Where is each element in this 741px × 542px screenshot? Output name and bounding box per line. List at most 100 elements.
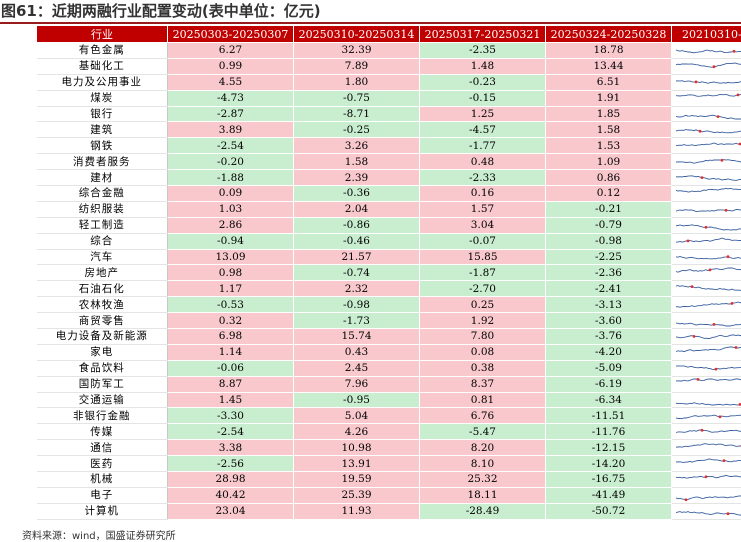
value-cell: 1.03 xyxy=(168,201,294,217)
trend-sparkline xyxy=(672,265,741,281)
value-cell: 11.93 xyxy=(294,503,420,519)
value-cell: 2.86 xyxy=(168,217,294,233)
value-cell: 0.38 xyxy=(420,360,546,376)
value-cell: -0.98 xyxy=(294,297,420,313)
trend-sparkline xyxy=(672,43,741,59)
value-cell: 19.59 xyxy=(294,472,420,488)
industry-name: 石油石化 xyxy=(37,281,168,297)
value-cell: 2.45 xyxy=(294,360,420,376)
value-cell: 13.44 xyxy=(546,58,672,74)
value-cell: 10.98 xyxy=(294,440,420,456)
value-cell: 1.25 xyxy=(420,106,546,122)
value-cell: 1.57 xyxy=(420,201,546,217)
industry-name: 商贸零售 xyxy=(37,313,168,329)
industry-name: 基础化工 xyxy=(37,58,168,74)
value-cell: -50.72 xyxy=(546,503,672,519)
trend-sparkline xyxy=(672,233,741,249)
value-cell: -0.79 xyxy=(546,217,672,233)
value-cell: -6.34 xyxy=(546,392,672,408)
value-cell: 1.91 xyxy=(546,90,672,106)
value-cell: 13.09 xyxy=(168,249,294,265)
industry-name: 综合 xyxy=(37,233,168,249)
industry-name: 煤炭 xyxy=(37,90,168,106)
industry-name: 纺织服装 xyxy=(37,201,168,217)
value-cell: -2.33 xyxy=(420,170,546,186)
value-cell: -11.76 xyxy=(546,424,672,440)
value-cell: -2.35 xyxy=(420,43,546,59)
value-cell: -1.77 xyxy=(420,138,546,154)
trend-sparkline xyxy=(672,90,741,106)
value-cell: -0.23 xyxy=(420,74,546,90)
value-cell: 1.92 xyxy=(420,313,546,329)
header-week-3: 20250317-20250321 xyxy=(420,26,546,43)
value-cell: 8.87 xyxy=(168,376,294,392)
trend-sparkline xyxy=(672,344,741,360)
value-cell: -2.87 xyxy=(168,106,294,122)
industry-name: 机械 xyxy=(37,472,168,488)
trend-sparkline xyxy=(672,74,741,90)
value-cell: -0.53 xyxy=(168,297,294,313)
value-cell: -4.73 xyxy=(168,90,294,106)
trend-sparkline xyxy=(672,281,741,297)
trend-sparkline xyxy=(672,440,741,456)
trend-sparkline xyxy=(672,201,741,217)
trend-sparkline xyxy=(672,408,741,424)
industry-name: 电子 xyxy=(37,487,168,503)
value-cell: -6.19 xyxy=(546,376,672,392)
value-cell: 7.89 xyxy=(294,58,420,74)
industry-name: 建筑 xyxy=(37,122,168,138)
value-cell: 6.98 xyxy=(168,329,294,345)
industry-name: 房地产 xyxy=(37,265,168,281)
value-cell: 1.58 xyxy=(294,154,420,170)
value-cell: 32.39 xyxy=(294,43,420,59)
value-cell: 0.32 xyxy=(168,313,294,329)
header-industry: 行业 xyxy=(37,26,168,43)
value-cell: 0.86 xyxy=(546,170,672,186)
value-cell: 3.89 xyxy=(168,122,294,138)
header-week-1: 20250303-20250307 xyxy=(168,26,294,43)
value-cell: -0.75 xyxy=(294,90,420,106)
industry-name: 非银行金融 xyxy=(37,408,168,424)
value-cell: 28.98 xyxy=(168,472,294,488)
value-cell: 40.42 xyxy=(168,487,294,503)
table-row: 综合-0.94-0.46-0.07-0.98 xyxy=(37,233,741,249)
value-cell: -3.60 xyxy=(546,313,672,329)
value-cell: -3.76 xyxy=(546,329,672,345)
value-cell: 15.85 xyxy=(420,249,546,265)
page-title: 图61：近期两融行业配置变动(表中单位：亿元) xyxy=(1,0,321,22)
trend-sparkline xyxy=(672,503,741,519)
value-cell: 6.76 xyxy=(420,408,546,424)
value-cell: -3.13 xyxy=(546,297,672,313)
value-cell: -8.71 xyxy=(294,106,420,122)
value-cell: -5.09 xyxy=(546,360,672,376)
value-cell: 23.04 xyxy=(168,503,294,519)
industry-name: 消费者服务 xyxy=(37,154,168,170)
trend-sparkline xyxy=(672,297,741,313)
value-cell: 4.26 xyxy=(294,424,420,440)
value-cell: -3.30 xyxy=(168,408,294,424)
header-week-2: 20250310-20250314 xyxy=(294,26,420,43)
value-cell: -5.47 xyxy=(420,424,546,440)
value-cell: -0.20 xyxy=(168,154,294,170)
value-cell: 7.96 xyxy=(294,376,420,392)
value-cell: 4.55 xyxy=(168,74,294,90)
value-cell: -1.88 xyxy=(168,170,294,186)
value-cell: -2.54 xyxy=(168,138,294,154)
value-cell: 0.98 xyxy=(168,265,294,281)
industry-name: 传媒 xyxy=(37,424,168,440)
value-cell: -4.57 xyxy=(420,122,546,138)
trend-sparkline xyxy=(672,392,741,408)
title-rule xyxy=(0,22,741,24)
